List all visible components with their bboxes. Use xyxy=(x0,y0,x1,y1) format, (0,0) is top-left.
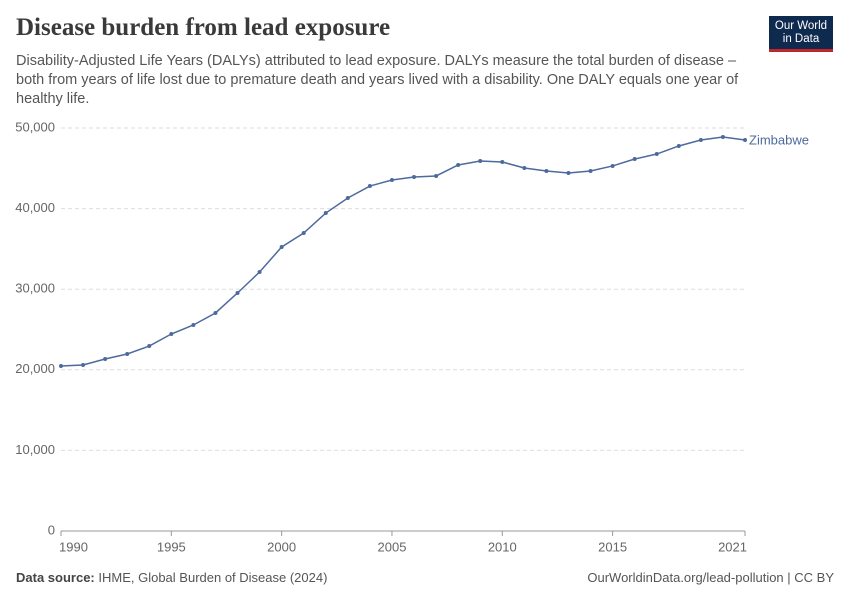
y-tick-label: 0 xyxy=(48,522,55,537)
x-tick-label: 1990 xyxy=(59,539,88,554)
y-tick-label: 40,000 xyxy=(15,200,55,215)
point xyxy=(588,168,593,173)
point xyxy=(59,364,63,369)
y-tick-label: 10,000 xyxy=(15,442,55,457)
point xyxy=(147,344,152,349)
point xyxy=(456,162,461,167)
point xyxy=(676,143,681,148)
point xyxy=(698,138,703,143)
footer-source: Data source: IHME, Global Burden of Dise… xyxy=(16,570,327,585)
point xyxy=(610,163,615,168)
point xyxy=(544,168,549,173)
point xyxy=(654,152,659,157)
point xyxy=(367,184,372,189)
y-tick-label: 50,000 xyxy=(15,119,55,134)
line xyxy=(60,136,746,367)
point xyxy=(323,211,328,216)
series-label: Zimbabwe xyxy=(749,132,809,147)
point xyxy=(478,158,483,163)
x-tick-label: 2005 xyxy=(378,539,407,554)
x-tick-label: 2021 xyxy=(718,539,747,554)
y-tick-label: 30,000 xyxy=(15,281,55,296)
point xyxy=(279,244,284,249)
point xyxy=(125,352,130,357)
chart-title: Disease burden from lead exposure xyxy=(16,14,391,41)
point xyxy=(522,165,527,170)
source: IHME, Global Burden of Disease (2024) xyxy=(98,570,328,585)
point xyxy=(169,332,174,337)
chart: 0 10,000 20,000 30,000 40,000 50,000 1990 1995 2… xyxy=(15,119,809,554)
x-tick-label: 1995 xyxy=(157,539,186,554)
point xyxy=(566,170,571,175)
y-tick-label: 20,000 xyxy=(15,361,55,376)
point xyxy=(103,356,108,361)
point xyxy=(434,173,439,178)
source-label: Data source: xyxy=(16,570,95,585)
point xyxy=(235,290,240,295)
point xyxy=(720,135,725,140)
logo-line: Our World xyxy=(774,20,828,32)
point xyxy=(500,160,505,165)
point xyxy=(213,310,218,315)
chart-subtitle: Disability-Adjusted Life Years (DALYs) a… xyxy=(16,53,739,107)
x-tick-label: 2010 xyxy=(488,539,517,554)
point xyxy=(632,157,637,162)
point xyxy=(412,175,417,180)
point xyxy=(191,322,196,327)
point xyxy=(345,195,350,200)
point xyxy=(81,362,86,367)
point xyxy=(257,270,262,275)
logo-line: in Data xyxy=(782,33,820,45)
footer-link[interactable]: OurWorldinData.org/lead-pollution | CC B… xyxy=(587,570,834,585)
point xyxy=(301,231,306,236)
x-tick-label: 2015 xyxy=(598,539,627,554)
x-tick-label: 2000 xyxy=(267,539,296,554)
point xyxy=(743,138,747,143)
point xyxy=(389,177,394,182)
logo[interactable]: Our World in Data xyxy=(769,16,833,52)
